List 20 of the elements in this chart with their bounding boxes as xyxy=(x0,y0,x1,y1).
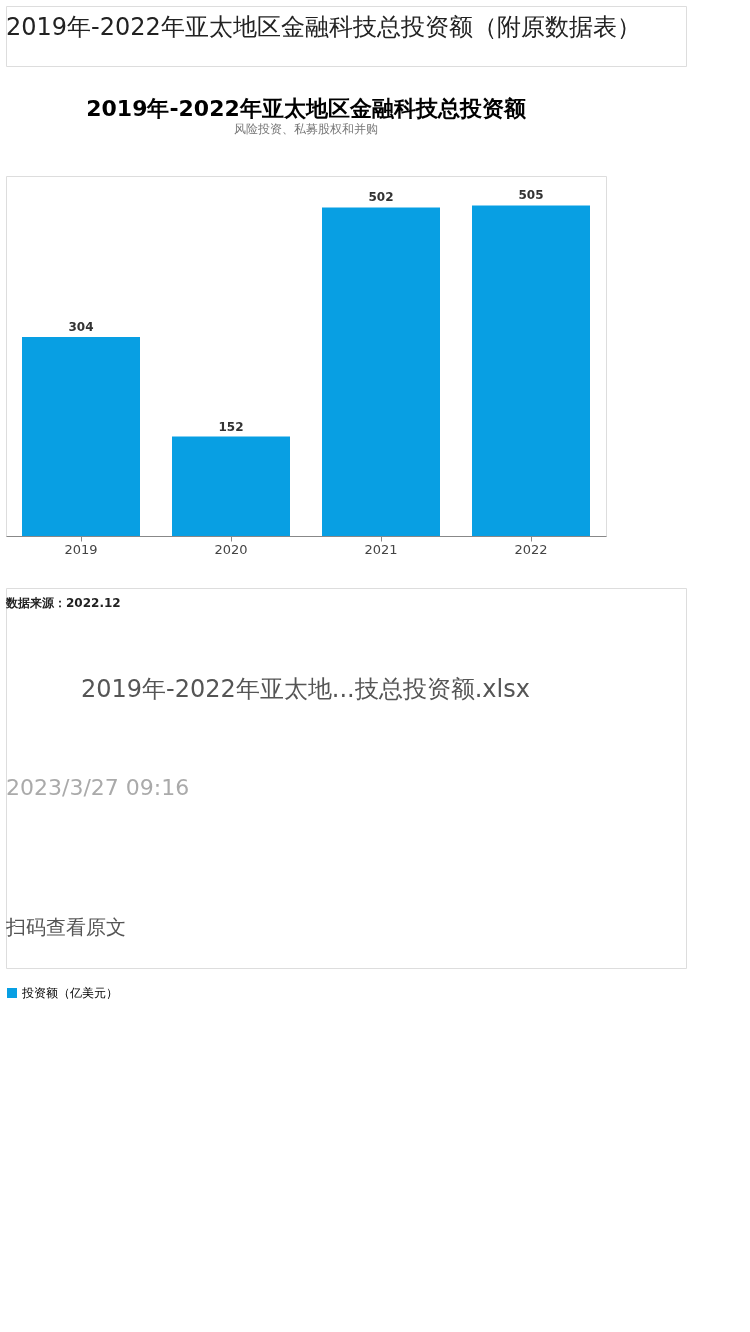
x-tick-label: 2020 xyxy=(214,541,248,557)
x-tick-label: 2022 xyxy=(514,541,548,557)
chart-subtitle: 风险投资、私募股权和并购 xyxy=(234,122,378,136)
chart-title: 2019年-2022年亚太地区金融科技总投资额 xyxy=(86,96,527,121)
data-label: 152 xyxy=(218,419,244,434)
data-label: 505 xyxy=(518,188,544,203)
text: 2023/3/27 09:16 xyxy=(6,775,190,800)
text: 2019年-2022年亚太地区金融科技总投资额（附原数据表） xyxy=(6,13,641,41)
data-label: 502 xyxy=(368,190,394,205)
legend-label: 投资额（亿美元） xyxy=(21,986,118,1000)
x-tick-label: 2021 xyxy=(364,541,398,557)
bar xyxy=(172,436,290,536)
text: 扫码查看原文 xyxy=(5,915,126,939)
source-note: 数据来源：2022.12 xyxy=(5,596,121,610)
x-tick-label: 2019 xyxy=(64,541,98,557)
bar xyxy=(322,207,440,536)
text: 2019年-2022年亚太地...技总投资额.xlsx xyxy=(81,675,530,703)
bar xyxy=(22,337,140,536)
bar xyxy=(472,205,590,536)
data-label: 304 xyxy=(68,320,94,335)
